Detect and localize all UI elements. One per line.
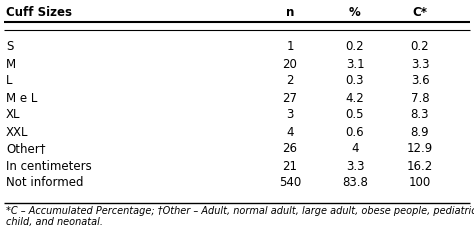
Text: 0.5: 0.5	[346, 109, 364, 122]
Text: Other†: Other†	[6, 142, 46, 155]
Text: 4: 4	[351, 142, 359, 155]
Text: 4.2: 4.2	[346, 92, 365, 104]
Text: 26: 26	[283, 142, 298, 155]
Text: Not informed: Not informed	[6, 177, 83, 190]
Text: 83.8: 83.8	[342, 177, 368, 190]
Text: 4: 4	[286, 125, 294, 139]
Text: 540: 540	[279, 177, 301, 190]
Text: M e L: M e L	[6, 92, 37, 104]
Text: 3.6: 3.6	[410, 74, 429, 87]
Text: C*: C*	[412, 5, 428, 19]
Text: 27: 27	[283, 92, 298, 104]
Text: 100: 100	[409, 177, 431, 190]
Text: *C – Accumulated Percentage; †Other – Adult, normal adult, large adult, obese pe: *C – Accumulated Percentage; †Other – Ad…	[6, 206, 474, 216]
Text: 3: 3	[286, 109, 294, 122]
Text: 2: 2	[286, 74, 294, 87]
Text: S: S	[6, 41, 13, 54]
Text: XXL: XXL	[6, 125, 28, 139]
Text: 21: 21	[283, 160, 298, 172]
Text: %: %	[349, 5, 361, 19]
Text: 7.8: 7.8	[410, 92, 429, 104]
Text: child, and neonatal.: child, and neonatal.	[6, 217, 103, 227]
Text: 3.3: 3.3	[346, 160, 364, 172]
Text: 3.1: 3.1	[346, 57, 365, 71]
Text: Cuff Sizes: Cuff Sizes	[6, 5, 72, 19]
Text: 12.9: 12.9	[407, 142, 433, 155]
Text: 0.2: 0.2	[410, 41, 429, 54]
Text: M: M	[6, 57, 16, 71]
Text: 16.2: 16.2	[407, 160, 433, 172]
Text: 3.3: 3.3	[411, 57, 429, 71]
Text: 0.6: 0.6	[346, 125, 365, 139]
Text: n: n	[286, 5, 294, 19]
Text: In centimeters: In centimeters	[6, 160, 92, 172]
Text: 1: 1	[286, 41, 294, 54]
Text: 20: 20	[283, 57, 298, 71]
Text: 0.2: 0.2	[346, 41, 365, 54]
Text: 0.3: 0.3	[346, 74, 364, 87]
Text: L: L	[6, 74, 12, 87]
Text: 8.3: 8.3	[411, 109, 429, 122]
Text: 8.9: 8.9	[410, 125, 429, 139]
Text: XL: XL	[6, 109, 20, 122]
